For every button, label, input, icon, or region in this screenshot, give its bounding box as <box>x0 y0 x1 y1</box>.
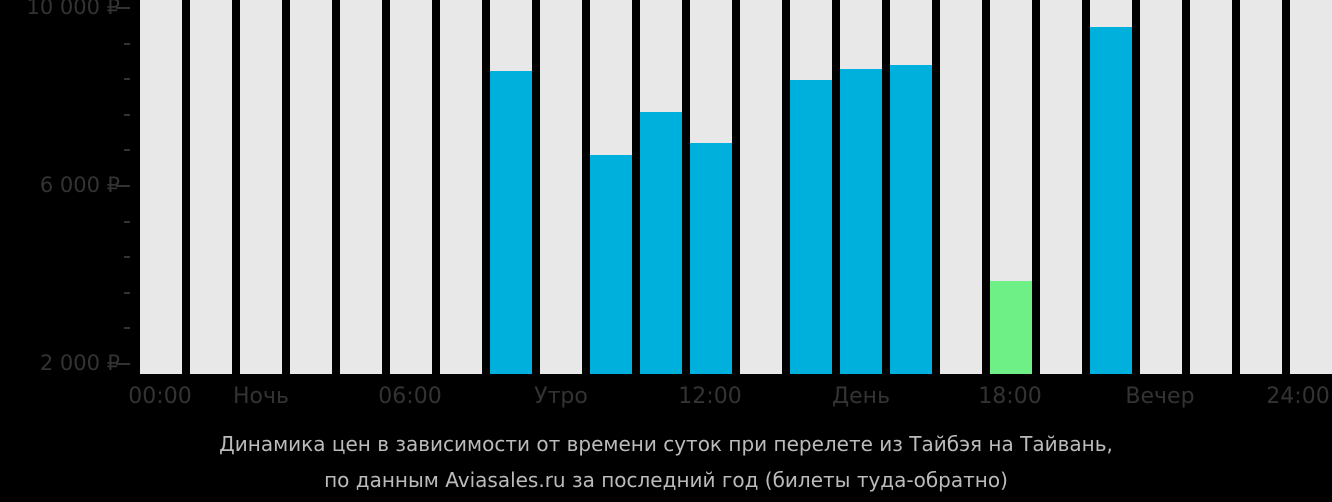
bar-slot-0800[interactable] <box>540 0 582 374</box>
price-bar[interactable] <box>690 142 732 374</box>
bar-slot-0900[interactable] <box>590 0 632 374</box>
x-axis-label: 18:00 <box>978 384 1042 409</box>
chart-caption-line2: по данным Aviasales.ru за последний год … <box>324 468 1008 492</box>
y-minor-tick <box>124 220 130 223</box>
bar-slot-1900[interactable] <box>1090 0 1132 374</box>
x-axis-label: 00:00 <box>128 384 192 409</box>
bar-slot-1800[interactable] <box>1040 0 1082 374</box>
bar-slot-0700[interactable] <box>490 0 532 374</box>
bar-slot-2000[interactable] <box>1140 0 1182 374</box>
y-minor-tick <box>124 149 130 152</box>
x-axis-label: Ночь <box>233 384 289 409</box>
bar-slot-0200[interactable] <box>240 0 282 374</box>
price-bar[interactable] <box>990 280 1032 374</box>
price-bar[interactable] <box>790 80 832 374</box>
price-bar[interactable] <box>490 70 532 374</box>
x-axis-label: Вечер <box>1125 384 1195 409</box>
bar-slot-1500[interactable] <box>890 0 932 374</box>
bar-slot-0000[interactable] <box>140 0 182 374</box>
price-bar[interactable] <box>640 111 682 374</box>
y-major-tick <box>116 7 130 9</box>
y-major-tick <box>116 363 130 365</box>
y-axis-label: 6 000 ₽ <box>39 173 120 197</box>
price-bar[interactable] <box>840 68 882 374</box>
bar-slot-0400[interactable] <box>340 0 382 374</box>
bar-slot-0500[interactable] <box>390 0 432 374</box>
y-axis-label: 10 000 ₽ <box>26 0 120 19</box>
bar-slot-1100[interactable] <box>690 0 732 374</box>
y-minor-tick <box>124 291 130 294</box>
y-minor-tick <box>124 113 130 116</box>
bar-slot-1400[interactable] <box>840 0 882 374</box>
x-axis-label: 24:00 <box>1266 384 1330 409</box>
bar-slot-2300[interactable] <box>1290 0 1332 374</box>
y-minor-tick <box>124 42 130 45</box>
bar-slot-0600[interactable] <box>440 0 482 374</box>
bar-slot-1200[interactable] <box>740 0 782 374</box>
bar-slot-0300[interactable] <box>290 0 332 374</box>
y-axis-label: 2 000 ₽ <box>39 351 120 375</box>
bar-slot-1700[interactable] <box>990 0 1032 374</box>
price-bar[interactable] <box>590 154 632 374</box>
price-bar[interactable] <box>890 64 932 374</box>
bar-slot-0100[interactable] <box>190 0 232 374</box>
bar-slot-1000[interactable] <box>640 0 682 374</box>
x-axis-label: День <box>831 384 891 409</box>
x-axis-label: Утро <box>534 384 588 409</box>
x-axis-label: 06:00 <box>378 384 442 409</box>
bar-slot-2100[interactable] <box>1190 0 1232 374</box>
y-minor-tick <box>124 78 130 81</box>
y-minor-tick <box>124 256 130 259</box>
y-major-tick <box>116 185 130 187</box>
bar-slot-1600[interactable] <box>940 0 982 374</box>
bar-slot-1300[interactable] <box>790 0 832 374</box>
y-minor-tick <box>124 327 130 330</box>
x-axis-label: 12:00 <box>678 384 742 409</box>
price-bar[interactable] <box>1090 27 1132 374</box>
chart-caption-line1: Динамика цен в зависимости от времени су… <box>219 432 1113 456</box>
bar-slot-2200[interactable] <box>1240 0 1282 374</box>
price-chart: 10 000 ₽ 6 000 ₽ 2 000 ₽ <box>26 0 1332 375</box>
